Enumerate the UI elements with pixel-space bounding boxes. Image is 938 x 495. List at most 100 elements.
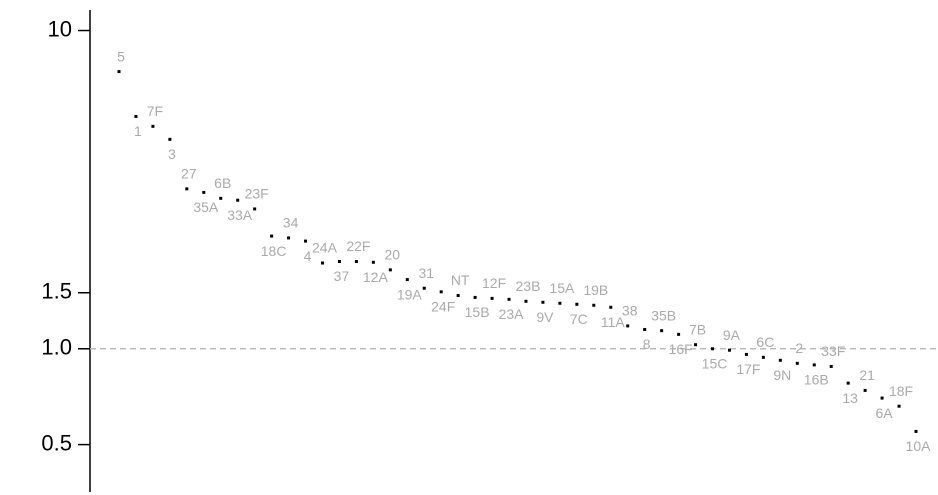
point: [812, 363, 816, 367]
point-label: 12F: [482, 275, 506, 291]
point-label: 2: [795, 340, 803, 356]
point: [744, 352, 748, 356]
point-label: 22F: [346, 238, 370, 254]
point: [405, 278, 409, 282]
point-label: 24F: [431, 299, 455, 315]
point: [575, 302, 579, 306]
point-label: 4: [304, 248, 312, 264]
point: [371, 260, 375, 264]
point: [253, 207, 257, 211]
point-label: 15C: [702, 355, 728, 371]
point: [337, 260, 341, 264]
y-tick-label: 1.5: [41, 279, 72, 304]
point: [490, 296, 494, 300]
point-label: 10A: [906, 438, 932, 454]
point: [914, 429, 918, 433]
point: [778, 358, 782, 362]
point-label: 19A: [397, 286, 423, 302]
point-label: 37: [334, 268, 350, 284]
point-label: 6B: [214, 175, 231, 191]
point-label: 16F: [669, 341, 693, 357]
point: [711, 347, 715, 351]
point-label: 21: [859, 367, 875, 383]
point-label: 7C: [570, 311, 588, 327]
point-label: 34: [283, 215, 299, 231]
point: [795, 361, 799, 365]
point-label: 31: [418, 265, 434, 281]
point-label: 15B: [465, 304, 490, 320]
point-label: NT: [451, 272, 470, 288]
point: [320, 261, 324, 265]
point-label: 15A: [549, 280, 575, 296]
point: [354, 260, 358, 264]
point-label: 9N: [773, 367, 791, 383]
point: [626, 324, 630, 328]
point-label: 7B: [689, 321, 706, 337]
point: [439, 290, 443, 294]
point: [304, 239, 308, 243]
point-label: 18F: [889, 383, 913, 399]
point: [558, 301, 562, 305]
point: [609, 305, 613, 309]
point-label: 6C: [756, 334, 774, 350]
point: [897, 404, 901, 408]
point-label: 9A: [723, 327, 741, 343]
point: [388, 268, 392, 272]
point: [422, 286, 426, 290]
y-tick-label: 1.0: [41, 335, 72, 360]
y-tick-label: 10: [48, 16, 72, 41]
point: [829, 364, 833, 368]
point: [151, 124, 155, 128]
point-label: 35A: [193, 199, 219, 215]
point: [473, 295, 477, 299]
point: [880, 396, 884, 400]
point-label: 7F: [147, 103, 163, 119]
point: [219, 196, 223, 200]
point: [643, 327, 647, 331]
point-label: 35B: [651, 307, 676, 323]
point: [202, 190, 206, 194]
point-label: 23F: [245, 186, 269, 202]
point-label: 20: [385, 247, 401, 263]
point-label: 19B: [583, 282, 608, 298]
point: [694, 343, 698, 347]
point: [117, 70, 121, 74]
point-label: 24A: [312, 240, 338, 256]
point: [761, 355, 765, 359]
point-label: 5: [117, 48, 125, 64]
point: [456, 294, 460, 298]
point: [185, 187, 189, 191]
point: [846, 381, 850, 385]
point: [592, 303, 596, 307]
point-label: 23A: [499, 306, 525, 322]
point-label: 33F: [821, 343, 845, 359]
point-label: 17F: [736, 361, 760, 377]
point-label: 33A: [227, 207, 253, 223]
y-tick-label: 0.5: [41, 430, 72, 455]
point-label: 16B: [804, 372, 829, 388]
point: [660, 329, 664, 333]
point: [236, 198, 240, 202]
point: [524, 299, 528, 303]
point-label: 18C: [261, 243, 287, 259]
point: [727, 348, 731, 352]
point-label: 38: [622, 303, 638, 319]
point: [270, 234, 274, 238]
point: [863, 388, 867, 392]
point: [507, 297, 511, 301]
point: [677, 332, 681, 336]
point-label: 3: [168, 146, 176, 162]
point-label: 9V: [536, 309, 554, 325]
point-label: 12A: [363, 269, 389, 285]
point: [541, 300, 545, 304]
point: [287, 236, 291, 240]
point-label: 8: [643, 336, 651, 352]
point-label: 23B: [516, 278, 541, 294]
point-label: 11A: [601, 314, 626, 330]
point: [168, 137, 172, 141]
point: [134, 114, 138, 118]
point-label: 6A: [876, 405, 894, 421]
point-label: 13: [842, 390, 858, 406]
point-label: 1: [134, 123, 142, 139]
